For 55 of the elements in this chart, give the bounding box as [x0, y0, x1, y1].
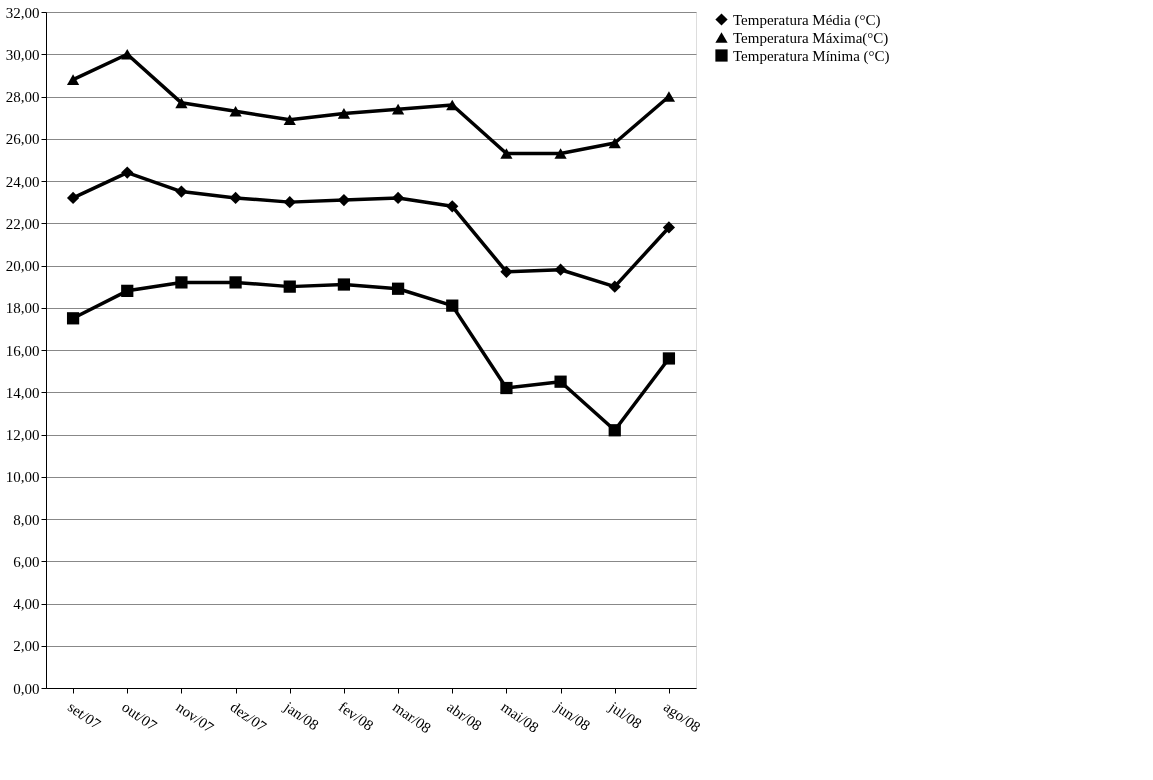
- point: [554, 375, 567, 388]
- point: [121, 284, 134, 297]
- point: [446, 299, 459, 312]
- point: [554, 263, 567, 276]
- y-tick-label: 10,00: [5, 469, 40, 486]
- point: [337, 193, 351, 207]
- x-tick-label: set/07: [64, 698, 104, 733]
- point: [175, 185, 188, 198]
- y-tick-label: 20,00: [5, 258, 40, 274]
- point: [500, 265, 513, 278]
- point: [283, 196, 296, 209]
- legend-label: Temperatura Mínima (°C): [733, 47, 890, 65]
- point: [391, 282, 405, 295]
- y-tick-label: 14,00: [5, 384, 40, 401]
- y-tick-label: 6,00: [13, 553, 40, 570]
- point: [66, 191, 80, 205]
- point: [337, 278, 351, 291]
- y-tick-label: 2,00: [13, 638, 40, 655]
- point: [662, 221, 676, 234]
- point: [66, 74, 80, 85]
- y-tick-label: 24,00: [5, 173, 40, 190]
- point: [500, 381, 513, 395]
- point: [662, 91, 676, 102]
- point: [121, 166, 134, 179]
- point: [175, 276, 188, 289]
- y-tick-label: 16,00: [5, 342, 40, 359]
- y-tick-label: 8,00: [13, 511, 40, 528]
- point: [229, 191, 242, 205]
- y-tick-label: 28,00: [5, 89, 40, 105]
- legend-label: Temperatura Máxima(°C): [733, 29, 889, 47]
- point: [608, 424, 621, 437]
- y-tick-label: 32,00: [5, 4, 40, 21]
- point: [608, 280, 621, 293]
- point: [337, 108, 351, 119]
- point: [391, 191, 405, 205]
- point: [500, 148, 513, 159]
- y-tick-label: 18,00: [5, 300, 40, 317]
- point: [283, 114, 296, 126]
- y-tick-label: 30,00: [5, 46, 40, 63]
- point: [175, 97, 188, 109]
- y-tick-label: 0,00: [13, 680, 40, 697]
- legend-label: Temperatura Média (°C): [733, 11, 881, 29]
- y-tick-label: 22,00: [5, 215, 40, 232]
- point: [662, 352, 676, 365]
- y-tick-label: 12,00: [5, 427, 40, 443]
- y-tick-label: 4,00: [13, 596, 40, 612]
- point: [283, 280, 296, 293]
- point: [608, 137, 621, 149]
- point: [66, 312, 80, 325]
- point: [229, 276, 242, 289]
- point: [554, 148, 567, 159]
- point: [229, 105, 242, 117]
- x-tick-label: out/07: [119, 698, 161, 735]
- point: [446, 200, 459, 213]
- y-tick-label: 26,00: [5, 131, 40, 148]
